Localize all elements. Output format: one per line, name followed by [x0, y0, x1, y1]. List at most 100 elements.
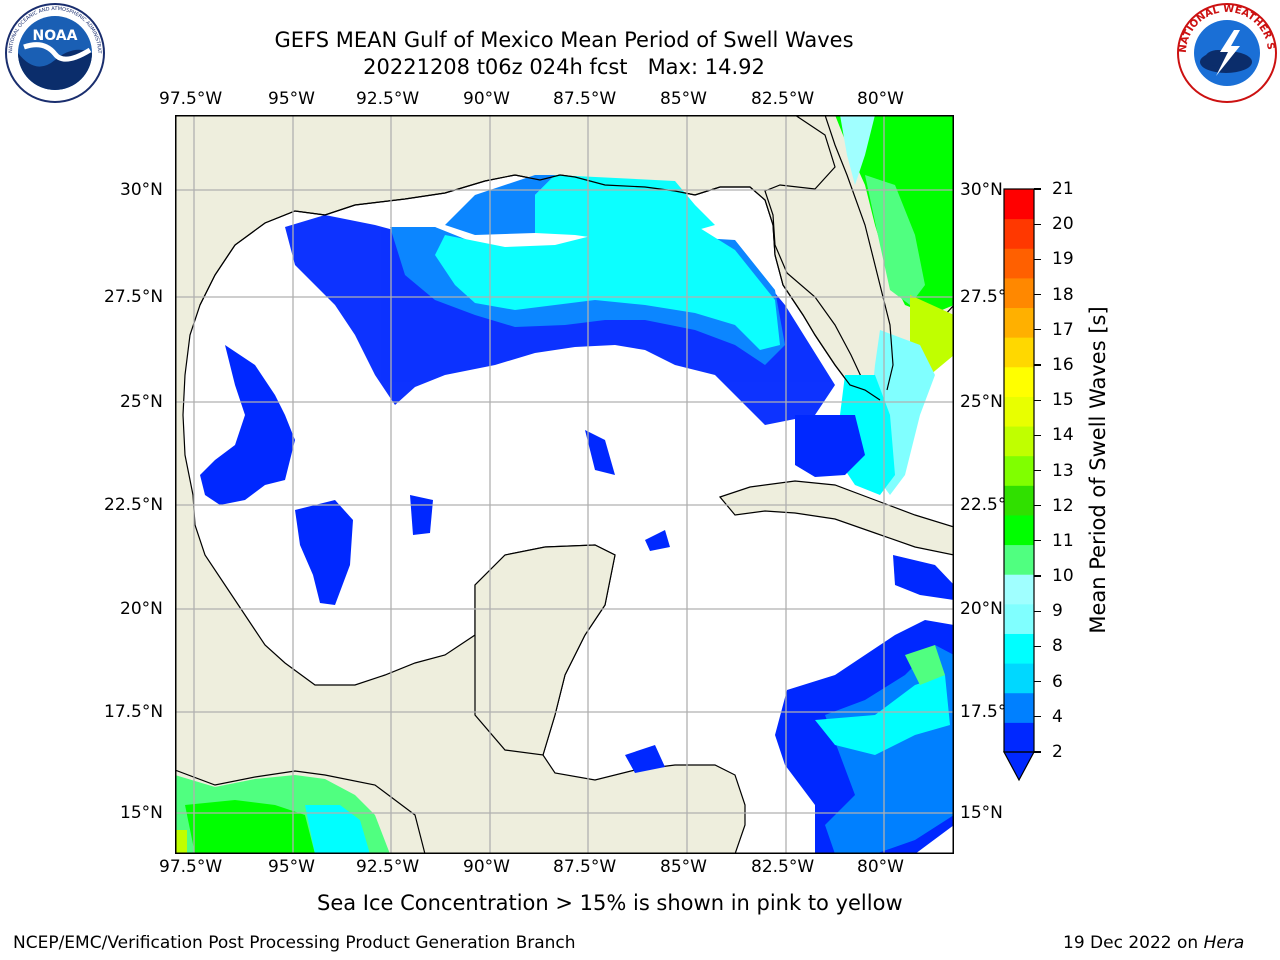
sea-ice-note: Sea Ice Concentration > 15% is shown in …: [317, 891, 903, 915]
colorbar-segment: [1004, 307, 1034, 338]
colorbar-tick-label: 9: [1052, 601, 1063, 622]
lon-label-top: 82.5°W: [751, 89, 815, 109]
lat-label-left: 30°N: [120, 180, 163, 200]
colorbar-tick-mark: [1034, 223, 1041, 225]
colorbar-segment: [1004, 248, 1034, 279]
colorbar-tick-mark: [1034, 505, 1041, 507]
colorbar-tick-label: 4: [1052, 706, 1063, 727]
colorbar-tick-mark: [1034, 293, 1041, 296]
colorbar-segment: [1004, 692, 1034, 723]
chart-title: GEFS MEAN Gulf of Mexico Mean Period of …: [274, 28, 854, 52]
colorbar-segment: [1004, 633, 1034, 664]
footer-date-text: 19 Dec 2022 on: [1063, 933, 1204, 953]
noaa-logo: NOAA NATIONAL OCEANIC AND ATMOSPHERIC AD…: [4, 2, 105, 103]
lon-label-top: 92.5°W: [356, 89, 420, 109]
lon-label-bottom: 82.5°W: [751, 857, 815, 877]
colorbar-tick-mark: [1034, 645, 1041, 648]
colorbar-tick-label: 10: [1052, 566, 1074, 587]
colorbar-segment: [1004, 337, 1034, 368]
colorbar-tick-mark: [1034, 364, 1041, 366]
colorbar-tick-label: 15: [1052, 390, 1074, 411]
colorbar-segment: [1004, 544, 1034, 575]
lon-label-top: 87.5°W: [553, 89, 617, 109]
graticule: [175, 115, 954, 854]
lat-label-left: 20°N: [120, 599, 163, 619]
footer-branch: NCEP/EMC/Verification Post Processing Pr…: [13, 933, 576, 953]
swell-field-east: [625, 115, 954, 854]
colorbar-tick-mark: [1034, 469, 1041, 472]
lon-label-top: 97.5°W: [159, 89, 223, 109]
colorbar-tick-mark: [1034, 540, 1041, 542]
lon-label-bottom: 87.5°W: [553, 857, 617, 877]
map-panel: [175, 115, 954, 854]
colorbar-tick-label: 19: [1052, 249, 1074, 270]
colorbar-extend-arrow: [1002, 751, 1036, 782]
footer-date: 19 Dec 2022 on Hera: [1063, 933, 1244, 953]
colorbar-tick-mark: [1034, 399, 1041, 401]
colorbar-tick-mark: [1034, 258, 1041, 260]
lon-label-bottom: 80°W: [857, 857, 904, 877]
land-cuba: [718, 480, 954, 556]
coastline-florida-east: [824, 115, 894, 391]
map-frame: [175, 115, 954, 854]
colorbar-tick-label: 12: [1052, 495, 1074, 516]
lat-label-left: 15°N: [120, 803, 163, 823]
colorbar-tick-label: 2: [1052, 742, 1063, 762]
colorbar-tick-label: 14: [1052, 425, 1074, 446]
colorbar-segment: [1004, 663, 1034, 694]
colorbar-tick-label: 18: [1052, 284, 1074, 305]
colorbar-segment: [1004, 722, 1034, 753]
colorbar: [1002, 188, 1036, 782]
lon-label-bottom: 95°W: [268, 857, 315, 877]
colorbar-tick-label: 21: [1052, 179, 1074, 199]
colorbar-segment: [1004, 396, 1034, 427]
colorbar-tick-mark: [1034, 575, 1041, 577]
lat-label-right: 25°N: [960, 392, 1003, 412]
lon-label-bottom: 97.5°W: [159, 857, 223, 877]
lat-label-right: 20°N: [960, 599, 1003, 619]
colorbar-segment: [1004, 514, 1034, 546]
colorbar-segment: [1004, 426, 1034, 457]
lon-label-bottom: 90°W: [463, 857, 510, 877]
lon-label-top: 80°W: [857, 89, 904, 109]
colorbar-tick-mark: [1034, 434, 1041, 436]
colorbar-segment: [1004, 574, 1034, 605]
colorbar-tick-label: 13: [1052, 460, 1074, 481]
colorbar-segment: [1004, 189, 1034, 220]
lat-label-left: 27.5°N: [104, 287, 164, 307]
colorbar-tick-label: 6: [1052, 671, 1063, 692]
colorbar-tick-label: 16: [1052, 354, 1074, 375]
lat-label-right: 15°N: [960, 803, 1003, 823]
colorbar-segment: [1004, 485, 1034, 516]
colorbar-tick-mark: [1034, 716, 1041, 718]
colorbar-tick-mark: [1034, 751, 1041, 753]
lat-label-left: 17.5°N: [104, 702, 164, 722]
colorbar-segment: [1004, 277, 1034, 309]
colorbar-segment: [1004, 218, 1034, 249]
lat-label-right: 30°N: [960, 180, 1003, 200]
chart-subtitle: 20221208 t06z 024h fcst Max: 14.92: [363, 55, 765, 79]
lon-label-top: 90°W: [463, 89, 510, 109]
colorbar-tick-mark: [1034, 610, 1041, 612]
colorbar-tick-mark: [1034, 329, 1041, 331]
lat-label-left: 25°N: [120, 392, 163, 412]
colorbar-tick-label: 8: [1052, 636, 1063, 657]
colorbar-tick-label: 11: [1052, 530, 1074, 551]
nws-logo: NATIONAL WEATHER SERVICE: [1176, 2, 1277, 103]
lat-label-left: 22.5°N: [104, 495, 164, 515]
colorbar-segment: [1004, 603, 1034, 634]
colorbar-segment: [1004, 455, 1034, 486]
colorbar-tick-label: 20: [1052, 214, 1074, 235]
colorbar-tick-mark: [1034, 188, 1041, 190]
coastline-gulf-north: [199, 174, 881, 401]
footer-host: Hera: [1203, 933, 1245, 953]
colorbar-segment: [1004, 366, 1034, 397]
lon-label-bottom: 92.5°W: [356, 857, 420, 877]
noaa-logo-text: NOAA: [33, 28, 78, 44]
land-yucatan: [474, 544, 616, 756]
colorbar-tick-label: 17: [1052, 319, 1074, 340]
lon-label-top: 95°W: [268, 89, 315, 109]
colorbar-label: Mean Period of Swell Waves [s]: [1086, 306, 1110, 634]
colorbar-tick-mark: [1034, 681, 1041, 683]
lon-label-bottom: 85°W: [660, 857, 707, 877]
